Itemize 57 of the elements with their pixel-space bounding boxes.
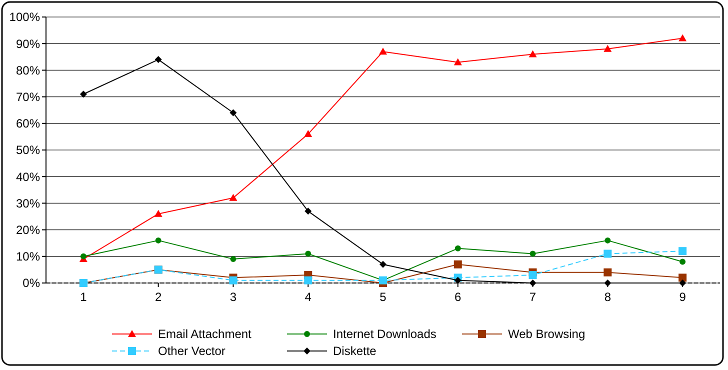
x-tick-label: 5 [380, 290, 387, 304]
point [230, 256, 236, 262]
x-tick-label: 4 [304, 290, 312, 304]
x-tick-label: 8 [604, 290, 612, 304]
point [304, 276, 312, 284]
y-tick-label: 0% [22, 276, 40, 290]
point [454, 58, 462, 66]
point [604, 44, 612, 52]
y-tick-label: 20% [16, 223, 40, 237]
point [229, 194, 238, 201]
legend-label: Email Attachment [158, 327, 252, 342]
point [678, 274, 687, 282]
point [530, 250, 536, 257]
point [80, 90, 87, 98]
point [304, 130, 312, 138]
point [678, 247, 687, 256]
point [154, 210, 162, 217]
point [379, 48, 387, 55]
y-tick-label: 50% [16, 143, 40, 158]
point [304, 208, 312, 215]
x-tick-label: 6 [454, 290, 462, 304]
x-tick-label: 3 [230, 290, 237, 304]
legend-label: Other Vector [158, 344, 226, 358]
x-tick-label: 7 [529, 290, 536, 304]
y-tick-label: 60% [16, 116, 40, 131]
point [528, 50, 537, 58]
legend-label: Internet Downloads [333, 327, 436, 342]
point [604, 237, 611, 244]
y-tick-label: 10% [16, 250, 40, 264]
point [80, 253, 86, 260]
point [229, 276, 238, 284]
y-tick-label: 100% [9, 10, 40, 24]
y-tick-label: 70% [16, 90, 40, 104]
legend-label: Web Browsing [508, 327, 586, 342]
point [155, 237, 162, 244]
point [604, 268, 612, 276]
x-tick-label: 2 [154, 290, 162, 304]
point [680, 258, 686, 265]
x-tick-label: 9 [679, 290, 686, 304]
y-tick-label: 80% [16, 63, 40, 78]
y-tick-label: 30% [16, 196, 40, 210]
y-tick-label: 40% [16, 170, 40, 184]
point [604, 250, 612, 258]
point [528, 271, 537, 280]
point [454, 260, 462, 268]
x-tick-label: 1 [80, 290, 88, 304]
point [678, 34, 687, 42]
legend-label: Diskette [333, 344, 377, 358]
point [454, 276, 462, 284]
point [305, 250, 312, 257]
point [604, 280, 612, 286]
point [454, 245, 461, 252]
point [380, 260, 386, 268]
y-tick-label: 90% [16, 36, 40, 51]
point [230, 109, 237, 116]
point [154, 56, 162, 64]
point [529, 280, 536, 286]
